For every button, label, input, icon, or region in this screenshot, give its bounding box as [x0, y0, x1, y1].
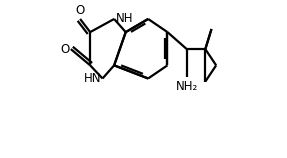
Text: NH₂: NH₂: [176, 80, 198, 93]
Text: O: O: [60, 43, 69, 56]
Text: HN: HN: [84, 72, 101, 85]
Text: NH: NH: [116, 12, 133, 25]
Text: O: O: [75, 4, 85, 17]
